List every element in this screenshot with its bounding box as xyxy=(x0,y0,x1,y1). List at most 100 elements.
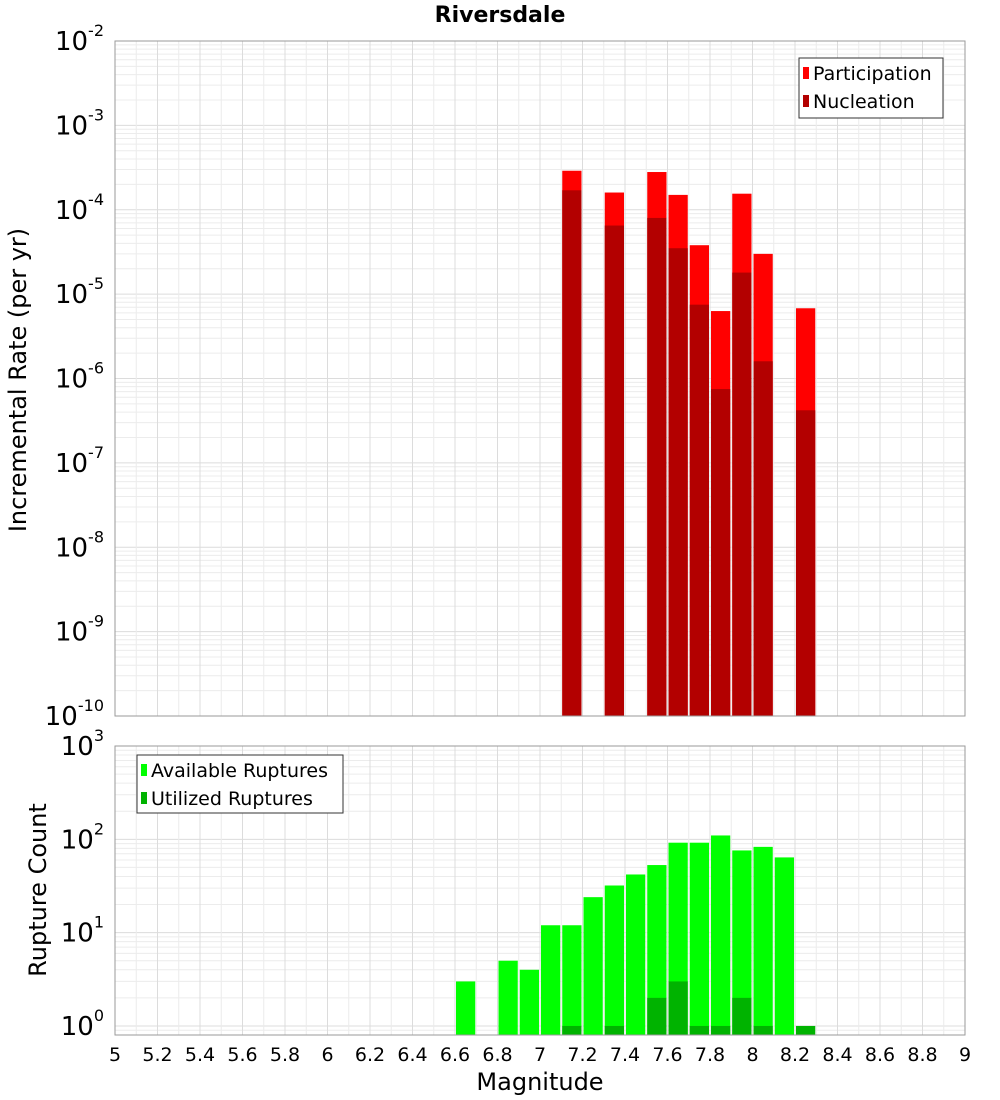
y-tick-base: 10 xyxy=(55,365,88,395)
legend-swatch xyxy=(803,67,809,79)
legend-label: Utilized Ruptures xyxy=(151,788,313,810)
y-tick-label: 100 xyxy=(61,1006,104,1042)
nucleation-bar xyxy=(711,389,731,716)
y-tick-exponent: 2 xyxy=(94,819,104,838)
x-tick-label: 5.8 xyxy=(270,1044,300,1066)
available-ruptures-bar xyxy=(774,857,794,1035)
available-ruptures-bar xyxy=(498,960,518,1035)
x-tick-label: 7.2 xyxy=(567,1044,597,1066)
x-tick-label: 5.6 xyxy=(227,1044,257,1066)
y-tick-label: 10-5 xyxy=(55,274,104,310)
plot-frame xyxy=(114,745,966,1036)
y-tick-label: 10-6 xyxy=(55,359,104,395)
participation-nucleation-plot: 10-210-310-410-510-610-710-810-910-10Par… xyxy=(45,21,966,732)
y-tick-label: 101 xyxy=(61,913,104,949)
legend: Available Ruptures Utilized Ruptures xyxy=(136,754,344,814)
x-tick-label: 6.8 xyxy=(482,1044,512,1066)
nucleation-bar xyxy=(753,361,773,716)
available-ruptures-bar xyxy=(583,897,603,1035)
utilized-ruptures-bar xyxy=(604,1025,624,1035)
y-tick-exponent: -2 xyxy=(88,21,104,40)
y-tick-exponent: -10 xyxy=(78,696,104,715)
x-tick-label: 7 xyxy=(534,1044,546,1066)
y-tick-exponent: -7 xyxy=(88,443,104,462)
available-ruptures-bar xyxy=(604,885,624,1035)
nucleation-bar xyxy=(796,410,816,716)
plot-frame xyxy=(114,40,966,717)
y-tick-base: 10 xyxy=(55,111,88,141)
x-tick-label: 8.4 xyxy=(822,1044,852,1066)
utilized-ruptures-bar xyxy=(732,997,752,1035)
legend-swatch xyxy=(803,95,809,107)
y-tick-base: 10 xyxy=(61,1012,94,1042)
x-tick-label: 6.4 xyxy=(397,1044,427,1066)
legend-box xyxy=(136,754,344,814)
y-tick-exponent: -3 xyxy=(88,105,104,124)
utilized-ruptures-bar xyxy=(796,1025,816,1035)
y-tick-label: 10-7 xyxy=(55,443,104,479)
nucleation-bar xyxy=(604,225,624,716)
y-tick-exponent: -6 xyxy=(88,359,104,378)
available-ruptures-bar xyxy=(647,865,667,1035)
x-axis-label: Magnitude xyxy=(476,1068,603,1096)
y-tick-base: 10 xyxy=(61,825,94,855)
nucleation-bar xyxy=(562,190,582,716)
utilized-ruptures-bar xyxy=(562,1025,582,1035)
x-tick-label: 8.6 xyxy=(865,1044,895,1066)
nucleation-bar xyxy=(668,248,688,717)
x-tick-label: 5 xyxy=(109,1044,121,1066)
x-tick-label: 6 xyxy=(321,1044,333,1066)
y-tick-base: 10 xyxy=(55,196,88,226)
x-tick-label: 6.2 xyxy=(355,1044,385,1066)
available-ruptures-bar xyxy=(562,925,582,1035)
y-tick-label: 10-8 xyxy=(55,527,104,563)
x-tick-label: 8.2 xyxy=(780,1044,810,1066)
available-ruptures-bar xyxy=(689,842,709,1035)
legend-box xyxy=(798,57,944,119)
x-tick-label: 8 xyxy=(746,1044,758,1066)
x-tick-label: 9 xyxy=(959,1044,971,1066)
x-tick-label: 7.8 xyxy=(695,1044,725,1066)
utilized-ruptures-bar xyxy=(689,1025,709,1035)
y-tick-base: 10 xyxy=(61,919,94,949)
y-tick-label: 10-10 xyxy=(45,696,104,732)
legend-label: Participation xyxy=(813,63,932,85)
nucleation-bar xyxy=(689,304,709,716)
available-ruptures-bar xyxy=(519,969,539,1035)
y-tick-base: 10 xyxy=(55,280,88,310)
y-tick-exponent: -4 xyxy=(88,190,104,209)
y-tick-exponent: 0 xyxy=(94,1006,104,1025)
utilized-ruptures-bar xyxy=(668,981,688,1035)
x-tick-label: 5.4 xyxy=(185,1044,215,1066)
y-tick-label: 103 xyxy=(61,726,104,762)
y-tick-base: 10 xyxy=(45,702,78,732)
utilized-ruptures-bar xyxy=(647,997,667,1035)
available-ruptures-bar xyxy=(626,874,646,1035)
available-ruptures-bar xyxy=(732,850,752,1035)
utilized-ruptures-bar xyxy=(711,1025,731,1035)
y-tick-label: 10-4 xyxy=(55,190,104,226)
chart-title: Riversdale xyxy=(435,3,566,28)
legend-swatch xyxy=(141,792,147,804)
y-tick-base: 10 xyxy=(55,533,88,563)
x-tick-label: 7.6 xyxy=(652,1044,682,1066)
y-tick-exponent: 1 xyxy=(94,913,104,932)
available-ruptures-bar xyxy=(456,981,476,1035)
x-tick-label: 6.6 xyxy=(440,1044,470,1066)
y-tick-base: 10 xyxy=(61,732,94,762)
y-tick-base: 10 xyxy=(55,618,88,648)
legend-label: Nucleation xyxy=(813,91,915,113)
y-tick-label: 10-9 xyxy=(55,612,104,648)
y-tick-base: 10 xyxy=(55,27,88,57)
y-tick-label: 102 xyxy=(61,819,104,855)
x-tick-label: 7.4 xyxy=(610,1044,640,1066)
x-tick-label: 5.2 xyxy=(142,1044,172,1066)
y-tick-exponent: -9 xyxy=(88,612,104,631)
nucleation-bar xyxy=(732,272,752,716)
y-tick-label: 10-2 xyxy=(55,21,104,57)
legend-label: Available Ruptures xyxy=(151,760,328,782)
y-tick-exponent: -5 xyxy=(88,274,104,293)
legend: Participation Nucleation xyxy=(798,57,944,119)
